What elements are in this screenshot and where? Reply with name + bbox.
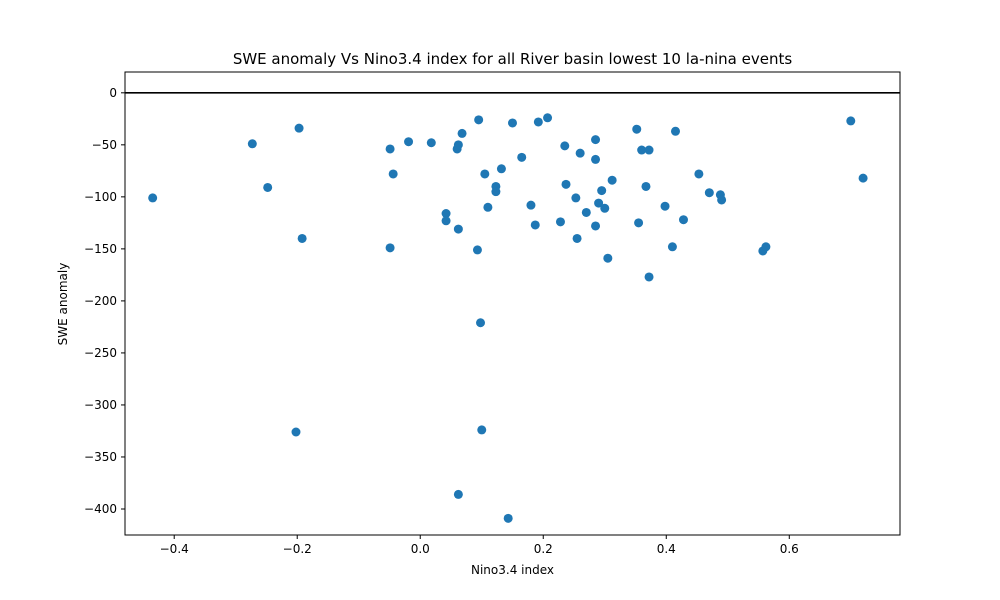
- data-point: [571, 193, 581, 203]
- y-tick-label: −50: [92, 138, 117, 152]
- data-point: [453, 140, 463, 150]
- data-point: [644, 145, 654, 155]
- x-tick-label: −0.2: [283, 542, 312, 556]
- data-point: [591, 221, 601, 231]
- data-point: [441, 209, 451, 219]
- data-point: [388, 169, 398, 179]
- data-point: [453, 489, 463, 499]
- data-point: [660, 201, 670, 211]
- data-point: [474, 115, 484, 125]
- data-point: [761, 242, 771, 252]
- data-point: [634, 218, 644, 228]
- data-point: [294, 123, 304, 133]
- data-point: [597, 186, 607, 196]
- data-point: [385, 144, 395, 154]
- data-point: [533, 117, 543, 127]
- data-point: [607, 175, 617, 185]
- y-tick-label: −100: [84, 190, 117, 204]
- data-point: [641, 181, 651, 191]
- data-point: [670, 126, 680, 136]
- data-point: [575, 148, 585, 158]
- data-point: [247, 139, 257, 149]
- data-point: [441, 216, 451, 226]
- data-point: [581, 207, 591, 217]
- data-point: [404, 137, 414, 147]
- x-tick-label: 0.4: [657, 542, 676, 556]
- y-tick-label: −250: [84, 346, 117, 360]
- data-point: [263, 182, 273, 192]
- data-point: [603, 253, 613, 263]
- x-tick-label: −0.4: [160, 542, 189, 556]
- data-point: [561, 179, 571, 189]
- axes-frame: [124, 71, 901, 536]
- data-point: [704, 188, 714, 198]
- y-axis-label: SWE anomaly: [56, 263, 70, 346]
- y-tick-label: −400: [84, 502, 117, 516]
- data-point: [148, 193, 158, 203]
- data-point: [572, 233, 582, 243]
- data-point: [496, 164, 506, 174]
- data-point: [667, 242, 677, 252]
- data-point: [503, 513, 513, 523]
- data-point: [491, 187, 501, 197]
- data-point: [530, 220, 540, 230]
- data-point: [591, 135, 601, 145]
- data-point: [543, 113, 553, 123]
- data-point: [476, 318, 486, 328]
- chart-title: SWE anomaly Vs Nino3.4 index for all Riv…: [233, 50, 793, 68]
- data-point: [517, 152, 527, 162]
- data-point: [637, 145, 647, 155]
- y-tick-label: −150: [84, 242, 117, 256]
- y-tick-label: −300: [84, 398, 117, 412]
- data-point: [632, 124, 642, 134]
- data-point: [526, 200, 536, 210]
- data-point: [508, 118, 517, 128]
- data-point: [483, 202, 493, 212]
- data-point: [472, 245, 482, 255]
- plot-area: −0.4 −0.2 0.0 0.2 0.4 0.6 0 −50 −100 −150 −200 −250…: [84, 71, 901, 556]
- data-point: [600, 203, 610, 213]
- y-tick-label: −200: [84, 294, 117, 308]
- x-axis-label: Nino3.4 index: [471, 563, 554, 577]
- data-point: [297, 233, 307, 243]
- y-tick-label: 0: [109, 86, 117, 100]
- x-tick-label: 0.2: [534, 542, 553, 556]
- data-point: [457, 128, 467, 138]
- y-tick-label: −350: [84, 450, 117, 464]
- data-point: [291, 427, 301, 437]
- data-point: [555, 217, 565, 227]
- data-point: [426, 138, 436, 148]
- data-point: [858, 173, 868, 183]
- data-point: [694, 169, 704, 179]
- data-point: [594, 198, 604, 208]
- data-point: [591, 154, 601, 164]
- data-point: [477, 425, 487, 435]
- data-point: [846, 116, 856, 126]
- x-tick-label: 0.6: [780, 542, 799, 556]
- data-point: [453, 224, 463, 234]
- data-point: [560, 141, 570, 151]
- data-point: [678, 215, 688, 225]
- x-tick-label: 0.0: [411, 542, 430, 556]
- data-point: [717, 195, 727, 205]
- data-point: [385, 243, 395, 253]
- data-point: [644, 272, 654, 282]
- data-point: [480, 169, 490, 179]
